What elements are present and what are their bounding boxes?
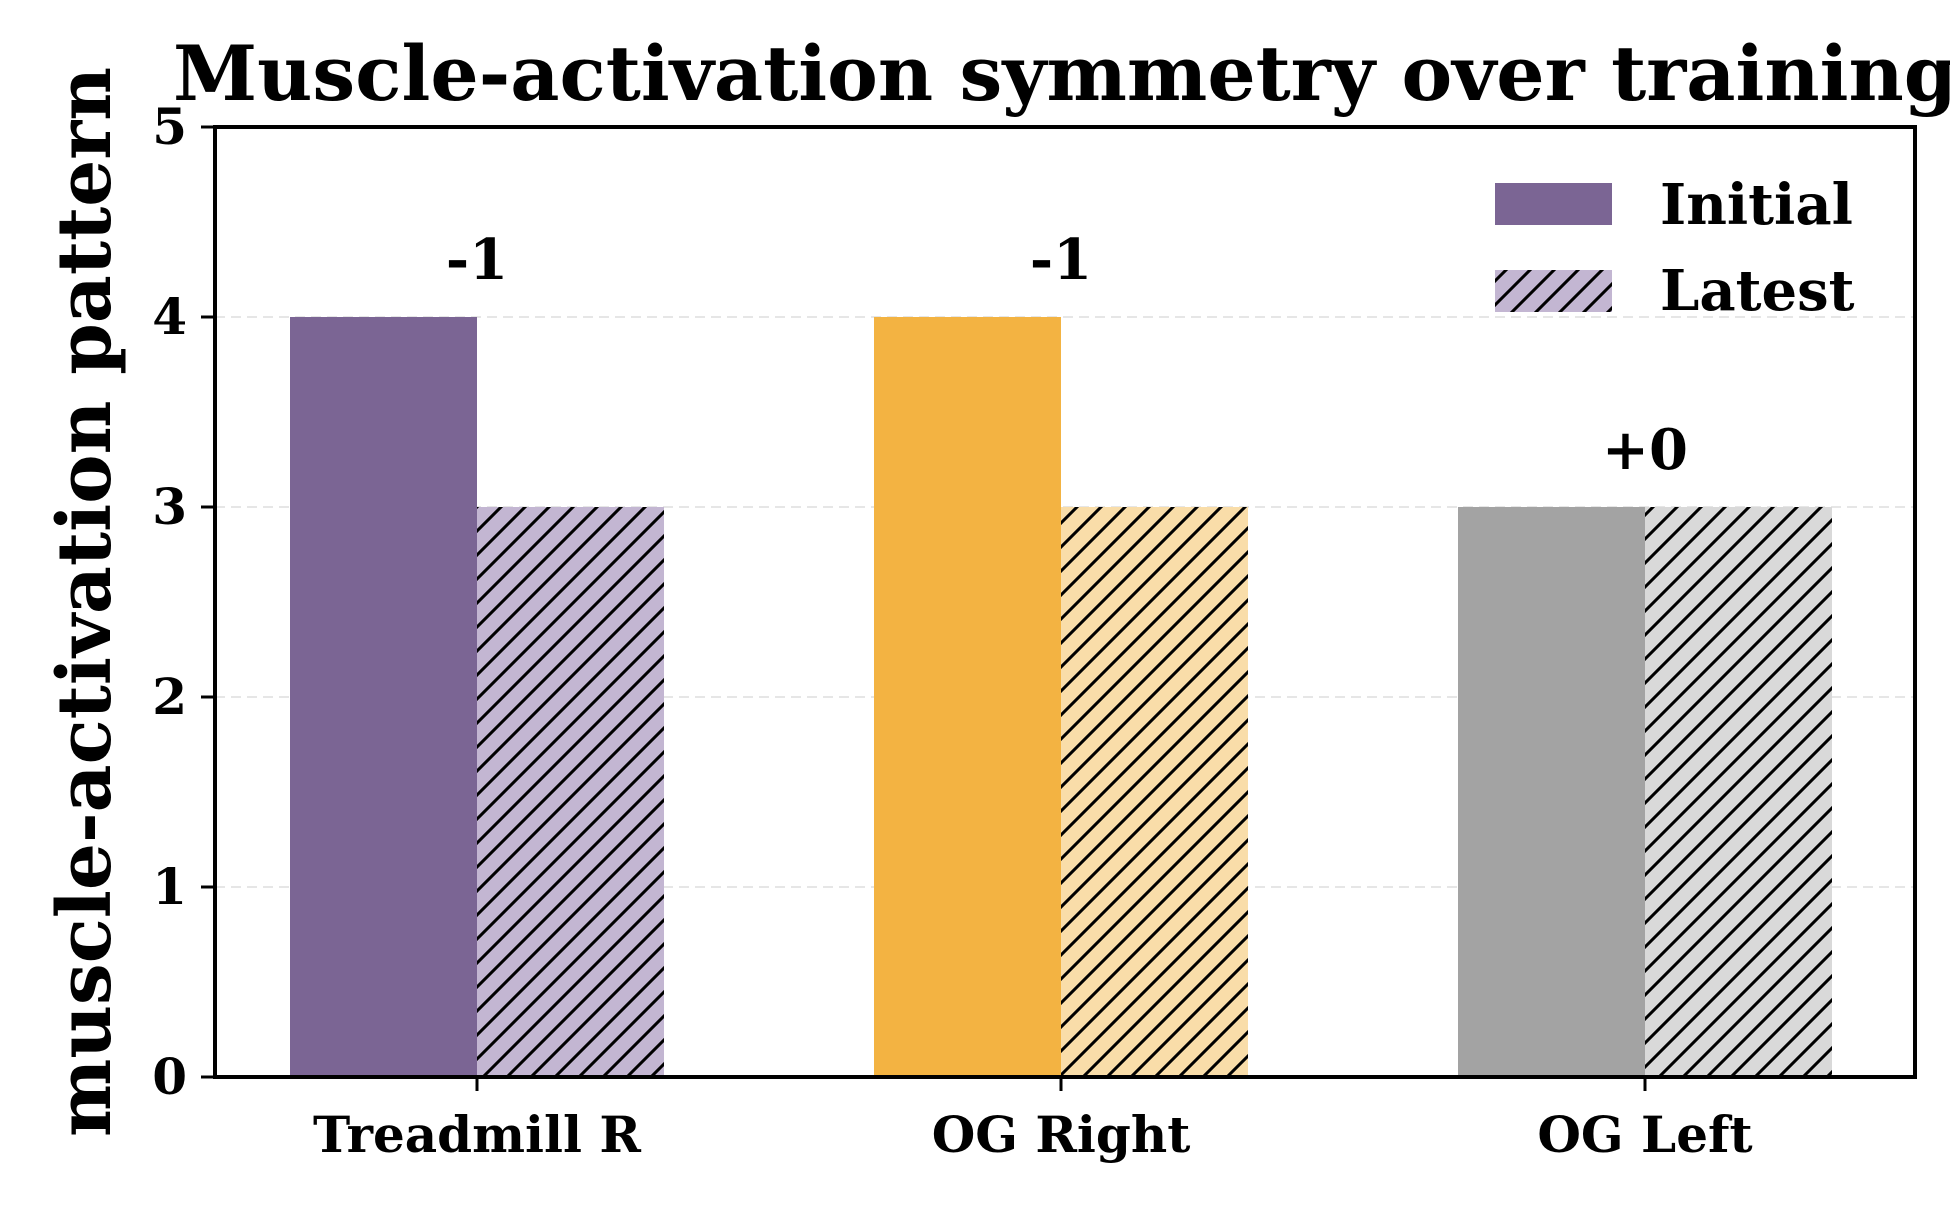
plot-frame [213,125,1917,1079]
y-tick-label: 0 [152,1047,187,1106]
bar-initial [290,317,477,1077]
x-tick-label: OG Right [932,1105,1191,1164]
legend-label-latest: Latest [1660,258,1855,324]
y-axis-label: muscle-activation pattern [42,67,128,1137]
x-tick-label: Treadmill R [313,1105,641,1164]
chart-title: Muscle-activation symmetry over training [173,29,1950,118]
change-label: -1 [1030,227,1092,293]
bar-initial [1458,507,1645,1077]
bar-initial [874,317,1061,1077]
y-tick-label: 3 [152,477,187,536]
legend-label-initial: Initial [1660,172,1853,238]
y-tick-label: 4 [152,287,187,346]
change-label: -1 [446,227,508,293]
change-label: +0 [1602,417,1688,483]
bar-hatch [477,507,664,1077]
y-axis: 0 1 2 3 4 5 [152,97,215,1106]
x-axis: Treadmill R OG Right OG Left [313,1077,1753,1164]
y-tick-label: 1 [152,857,187,916]
change-labels: -1 -1 +0 [446,227,1688,483]
bar-hatch [1645,507,1832,1077]
y-tick-label: 5 [152,97,187,156]
y-tick-label: 2 [152,667,187,726]
legend: Initial Latest [1495,172,1855,324]
bars [290,317,1832,1077]
legend-swatch-latest [1495,270,1612,312]
legend-swatch-initial [1495,183,1612,225]
x-tick-label: OG Left [1537,1105,1752,1164]
bar-hatch [1061,507,1248,1077]
